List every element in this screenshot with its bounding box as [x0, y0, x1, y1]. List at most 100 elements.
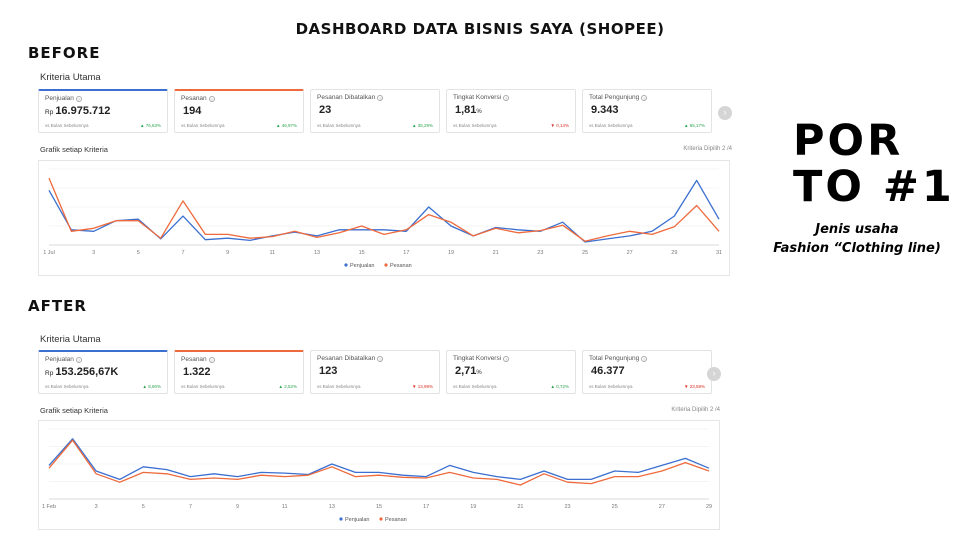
metric-compare: vs Bulan Sebelumnya: [453, 123, 497, 128]
metric-change: ▲ 46,97%: [276, 123, 297, 128]
x-tick-label: 29: [671, 250, 677, 256]
legend-label[interactable]: Pesanan: [390, 263, 412, 269]
metric-compare: vs Bulan Sebelumnya: [181, 123, 225, 128]
metric-footer: vs Bulan Sebelumnya ▲ 8,80%: [45, 384, 161, 389]
legend-label[interactable]: Penjualan: [345, 517, 369, 523]
before-metric-cards: Penjualan? Rp 16.975.712 vs Bulan Sebelumny…: [38, 89, 712, 133]
metric-change-value: 0,72%: [556, 384, 569, 389]
metric-label: Penjualan?: [45, 95, 161, 102]
metric-change: ▲ 2,52%: [279, 384, 298, 389]
info-icon[interactable]: ?: [641, 355, 648, 362]
metric-value-text: 194: [183, 105, 202, 117]
triangle-up-icon: ▲: [276, 123, 281, 128]
x-tick-label: 15: [359, 250, 365, 256]
legend-label[interactable]: Penjualan: [350, 263, 374, 269]
legend-marker: [339, 517, 343, 521]
info-icon[interactable]: ?: [503, 94, 510, 101]
metric-change-value: 8,80%: [148, 384, 161, 389]
metric-card-4[interactable]: Tingkat Konversi? 2,71% vs Bulan Sebelumny…: [446, 350, 576, 394]
series-line-1: [48, 439, 710, 486]
metric-footer: vs Bulan Sebelumnya ▲ 2,52%: [181, 384, 297, 389]
series-line-0: [48, 438, 710, 481]
metric-change: ▲ 8,80%: [143, 384, 162, 389]
metric-value: Rp 16.975.712: [45, 105, 161, 117]
metric-label-text: Penjualan: [45, 356, 74, 363]
metric-footer: vs Bulan Sebelumnya ▲ 76,63%: [45, 123, 161, 128]
metric-card-2[interactable]: Pesanan? 1.322 vs Bulan Sebelumnya ▲ 2,52%: [174, 350, 304, 394]
after-heading: Kriteria Utama: [40, 334, 101, 345]
metric-value-text: 23: [319, 104, 332, 116]
metric-compare: vs Bulan Sebelumnya: [45, 384, 89, 389]
metric-compare: vs Bulan Sebelumnya: [453, 384, 497, 389]
x-tick-label: 27: [627, 250, 633, 256]
info-icon[interactable]: ?: [208, 95, 215, 102]
metric-card-5[interactable]: Total Pengunjung? 46.377 vs Bulan Sebelumn…: [582, 350, 712, 394]
x-tick-label: 17: [423, 504, 429, 510]
metric-label-text: Pesanan Dibatalkan: [317, 94, 376, 101]
info-icon[interactable]: ?: [377, 94, 384, 101]
after-criteria-selected[interactable]: Kriteria Dipilih 2 /4: [671, 407, 720, 413]
metric-label-text: Pesanan Dibatalkan: [317, 355, 376, 362]
metric-label: Pesanan?: [181, 356, 297, 363]
before-criteria-selected[interactable]: Kriteria Dipilih 2 /4: [683, 146, 732, 152]
business-type: Jenis usaha Fashion “Clothing line): [752, 220, 960, 258]
info-icon[interactable]: ?: [75, 356, 82, 363]
before-chart: 1 Jul 3 5 7 9 11 13 15 17 19 21 23 25 27 29 31 Penjualan…: [38, 160, 730, 276]
metric-prefix: Rp: [45, 109, 54, 116]
legend-label[interactable]: Pesanan: [385, 517, 407, 523]
metric-card-1[interactable]: Penjualan? Rp 16.975.712 vs Bulan Sebelumny…: [38, 89, 168, 133]
info-icon[interactable]: ?: [377, 355, 384, 362]
metric-value-text: 1.322: [183, 366, 211, 378]
before-chart-svg: 1 Jul 3 5 7 9 11 13 15 17 19 21 23 25 27 29 31 Penjualan…: [43, 168, 722, 269]
x-tick-label: 19: [470, 504, 476, 510]
metric-card-3[interactable]: Pesanan Dibatalkan? 123 vs Bulan Sebelumny…: [310, 350, 440, 394]
metric-prefix: Rp: [45, 370, 54, 377]
metric-value: 1.322: [181, 366, 297, 378]
metric-suffix: %: [476, 370, 482, 376]
after-chart: 1 Feb 3 5 7 9 11 13 15 17 19 21 23 25 27 29 Penjualan Pe…: [38, 420, 720, 530]
metric-card-3[interactable]: Pesanan Dibatalkan? 23 vs Bulan Sebelumnya…: [310, 89, 440, 133]
metric-value: 1,81%: [453, 104, 569, 116]
metric-footer: vs Bulan Sebelumnya ▼ 0,14%: [453, 123, 569, 128]
metric-card-4[interactable]: Tingkat Konversi? 1,81% vs Bulan Sebelumny…: [446, 89, 576, 133]
info-icon[interactable]: ?: [208, 356, 215, 363]
porto-line-2: TO #1: [793, 162, 955, 212]
metric-change-value: 13,99%: [417, 384, 433, 389]
metric-change: ▲ 65,17%: [684, 123, 705, 128]
metric-value: 23: [317, 104, 433, 116]
legend-marker: [379, 517, 383, 521]
info-icon[interactable]: ?: [641, 94, 648, 101]
metric-card-5[interactable]: Total Pengunjung? 9.343 vs Bulan Sebelumny…: [582, 89, 712, 133]
metric-change-value: 0,14%: [556, 123, 569, 128]
metric-label: Pesanan?: [181, 95, 297, 102]
x-tick-label: 27: [659, 504, 665, 510]
metric-label: Total Pengunjung?: [589, 355, 705, 362]
info-icon[interactable]: ?: [75, 95, 82, 102]
triangle-up-icon: ▲: [412, 123, 417, 128]
x-tick-label: 25: [612, 504, 618, 510]
metric-change-value: 23,58%: [689, 384, 705, 389]
triangle-up-icon: ▲: [684, 123, 689, 128]
after-graph-title: Grafik setiap Kriteria: [40, 406, 108, 415]
after-dashboard: Kriteria Utama Penjualan? Rp 153.256,67K vs…: [30, 334, 730, 534]
metric-change-value: 2,52%: [284, 384, 297, 389]
metric-card-2[interactable]: Pesanan? 194 vs Bulan Sebelumnya ▲ 46,97%: [174, 89, 304, 133]
metric-label-text: Pesanan: [181, 356, 207, 363]
before-section-label: BEFORE: [28, 44, 101, 62]
triangle-down-icon: ▼: [684, 384, 689, 389]
after-next-arrow-icon[interactable]: ›: [707, 367, 721, 381]
business-type-line-1: Jenis usaha: [815, 222, 899, 237]
metric-change: ▲ 76,63%: [140, 123, 161, 128]
info-icon[interactable]: ?: [503, 355, 510, 362]
x-tick-label: 7: [189, 504, 192, 510]
triangle-up-icon: ▲: [142, 384, 147, 389]
x-tick-label: 15: [376, 504, 382, 510]
metric-change: ▼ 13,99%: [412, 384, 433, 389]
metric-value: Rp 153.256,67K: [45, 366, 161, 378]
metric-change-value: 35,29%: [417, 123, 433, 128]
metric-compare: vs Bulan Sebelumnya: [589, 384, 633, 389]
metric-card-1[interactable]: Penjualan? Rp 153.256,67K vs Bulan Sebelumn…: [38, 350, 168, 394]
before-next-arrow-icon[interactable]: ›: [718, 106, 732, 120]
series-line-0: [48, 179, 720, 243]
metric-label: Pesanan Dibatalkan?: [317, 94, 433, 101]
